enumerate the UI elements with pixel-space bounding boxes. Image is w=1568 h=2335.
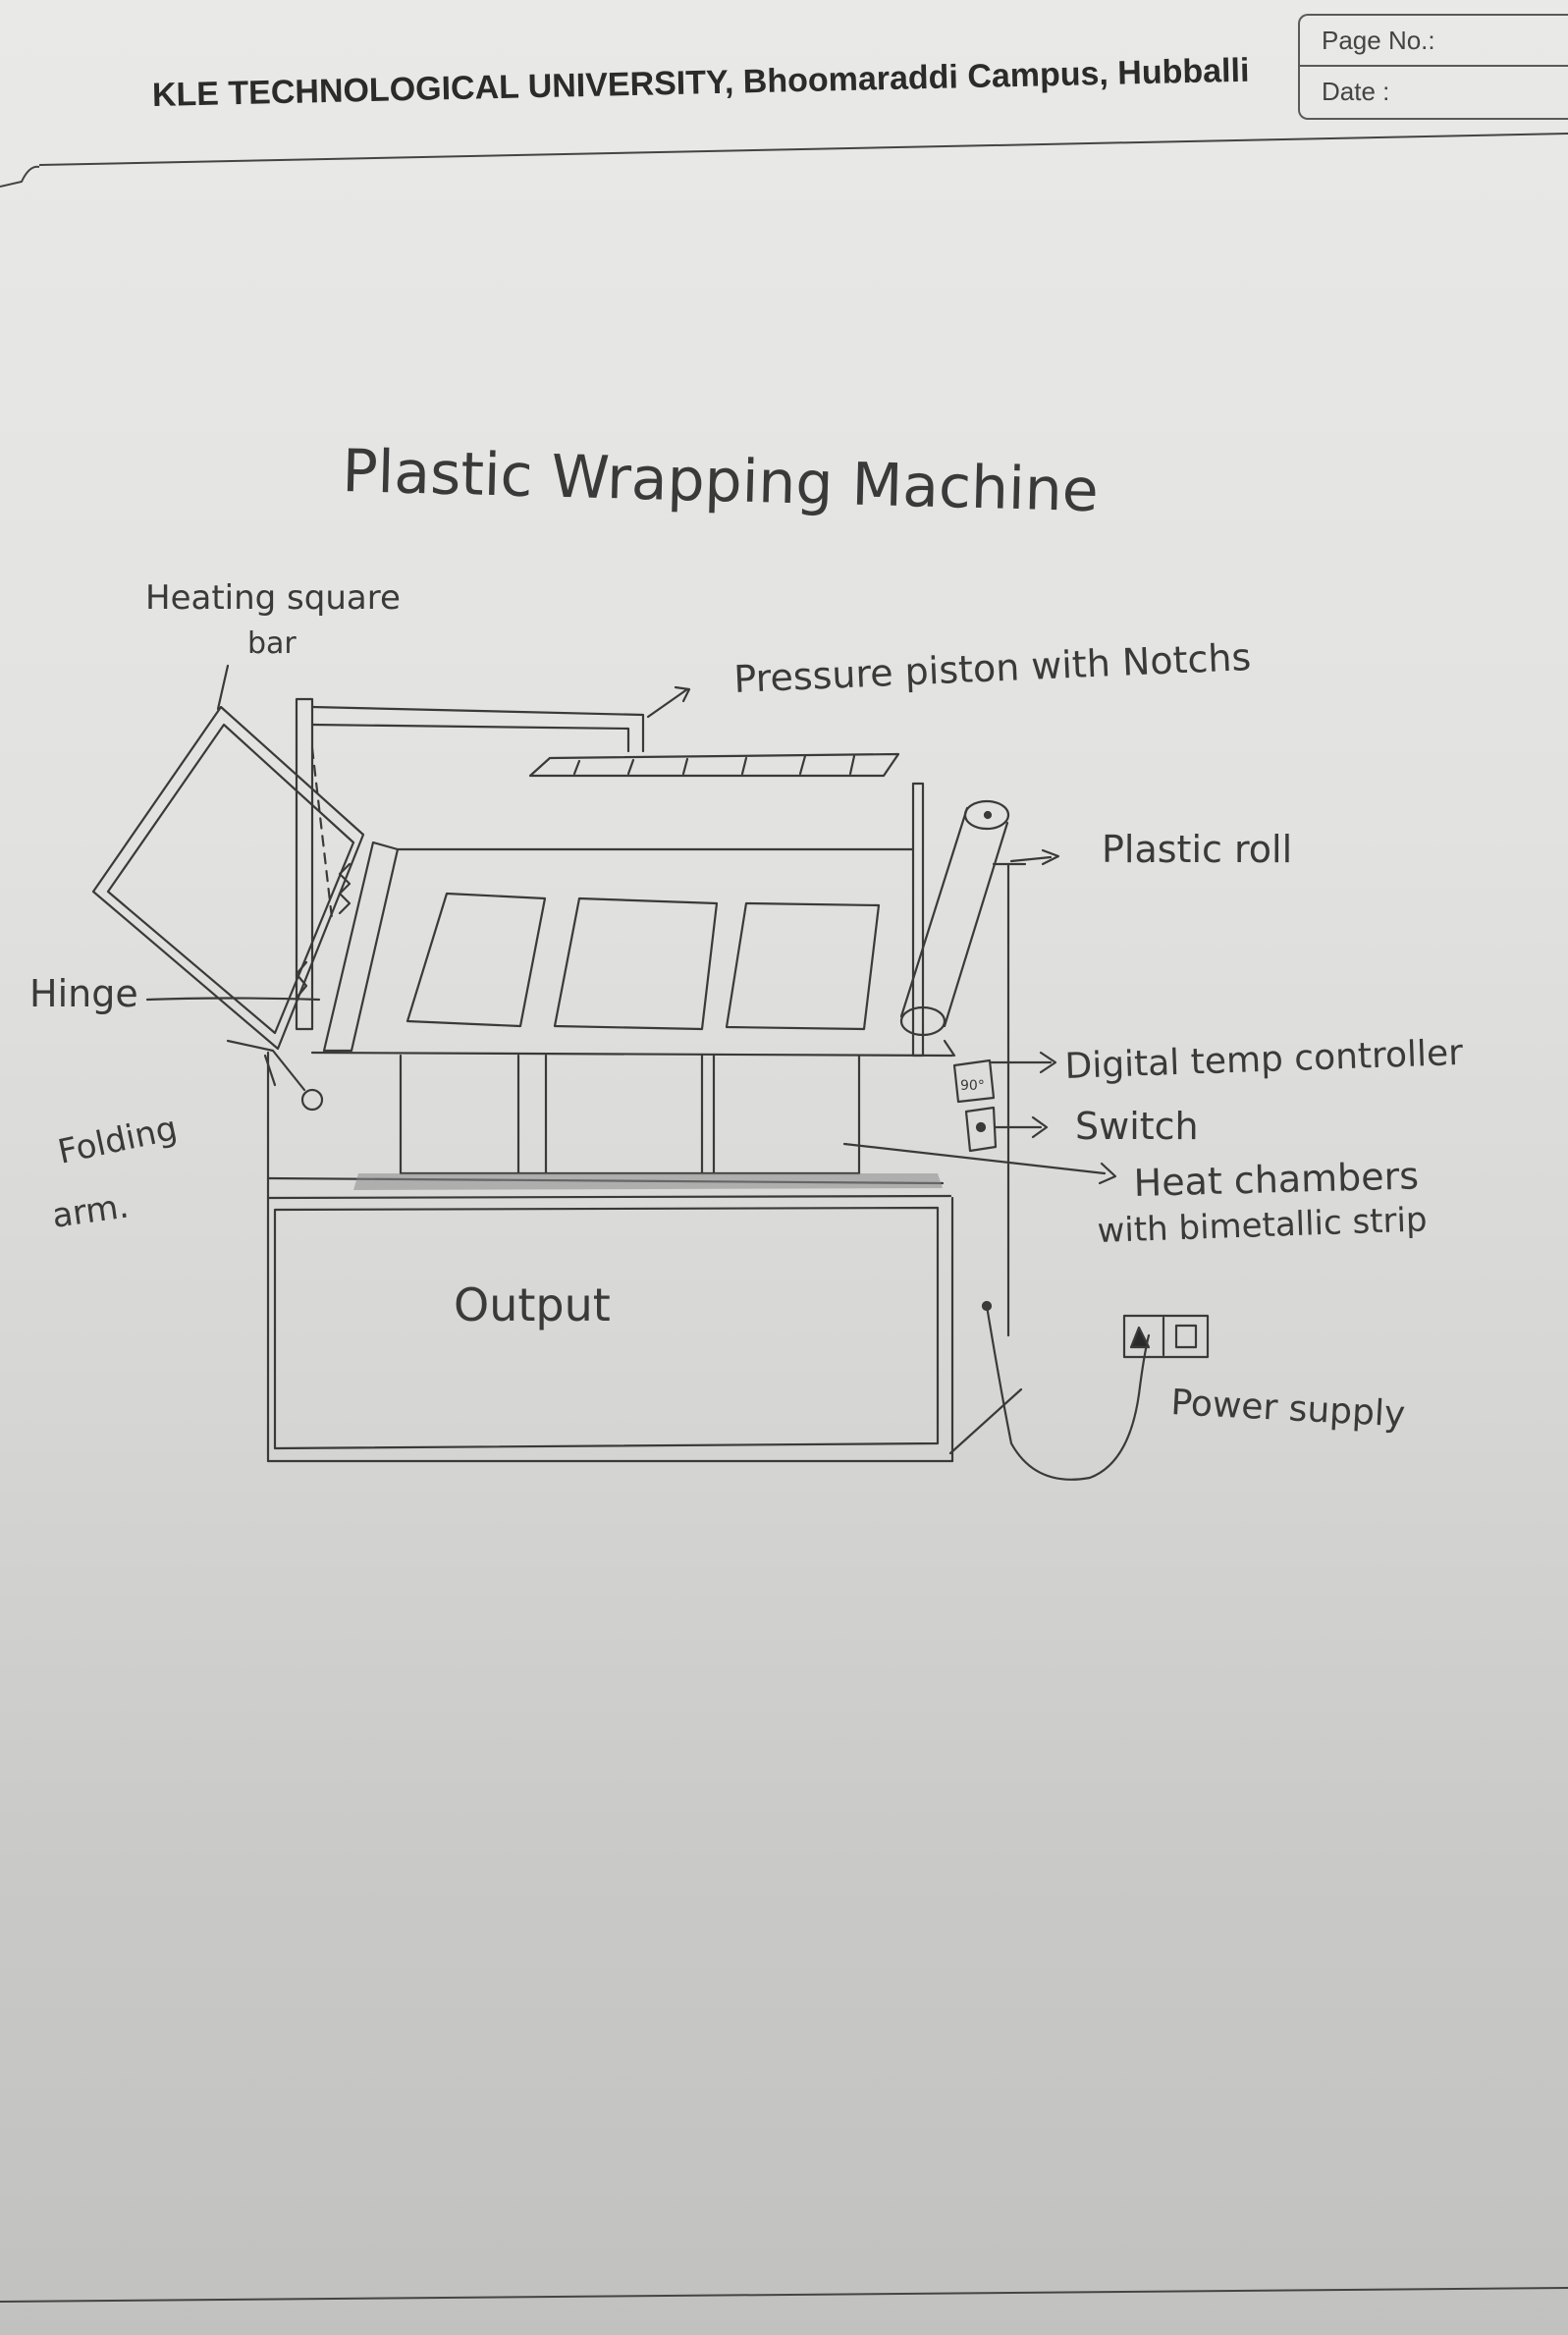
switch-label: Switch: [1075, 1105, 1199, 1148]
hinge-dashed-line: [310, 746, 334, 920]
heating-bar-label-2: bar: [247, 626, 297, 661]
hinge-zigzag-upper: [338, 862, 351, 915]
frame-top-line: [38, 133, 1568, 166]
plastic-roll-label: Plastic roll: [1102, 828, 1292, 871]
machine-top-surface: [310, 782, 954, 1058]
page-date-box: Page No.: Date :: [1298, 14, 1568, 120]
heat-chamber-leader: [842, 1142, 1107, 1175]
switch-arrow: [1031, 1115, 1049, 1139]
side-heating-plate: [322, 841, 400, 1053]
pressure-piston-label: Pressure piston with Notchs: [732, 635, 1252, 701]
pressure-piston: [295, 685, 900, 1031]
power-cable: [981, 1300, 1151, 1481]
heating-bar-label: Heating square: [145, 578, 401, 618]
heat-chambers: [266, 1051, 945, 1463]
power-supply-label: Power supply: [1170, 1383, 1407, 1435]
diagram-title: Plastic Wrapping Machine: [342, 437, 1100, 525]
power-socket: [1122, 1314, 1210, 1359]
folding-arm-label-2: arm.: [50, 1186, 132, 1235]
frame-bottom-line: [0, 2287, 1568, 2303]
output-drawer: [266, 1194, 1023, 1463]
output-label: Output: [454, 1278, 611, 1331]
folding-arm: [226, 1039, 324, 1112]
date-label: Date :: [1322, 77, 1390, 106]
folding-arm-label: Folding: [55, 1109, 181, 1172]
frame-corner: [0, 165, 40, 188]
plastic-roll-arrow: [1041, 848, 1060, 866]
digital-temp-label: Digital temp controller: [1064, 1033, 1464, 1087]
temp-readout: 90°: [960, 1078, 985, 1094]
page-box-divider: [1300, 65, 1568, 67]
hinge-leader-line: [145, 997, 321, 1002]
page-no-label: Page No.:: [1322, 26, 1435, 55]
hinge-zigzag-lower: [295, 960, 308, 1000]
heating-square-bar: [91, 664, 365, 1051]
temp-arrow: [1039, 1051, 1057, 1074]
plastic-roll: [899, 799, 1027, 1337]
plastic-roll-leader: [1009, 855, 1053, 863]
hinge-label: Hinge: [29, 972, 138, 1015]
heat-chamber-arrow: [1098, 1162, 1117, 1185]
heat-chambers-label: Heat chambers: [1133, 1154, 1419, 1205]
control-panel: [952, 1059, 998, 1153]
heat-chambers-label-2: with bimetallic strip: [1097, 1200, 1428, 1251]
